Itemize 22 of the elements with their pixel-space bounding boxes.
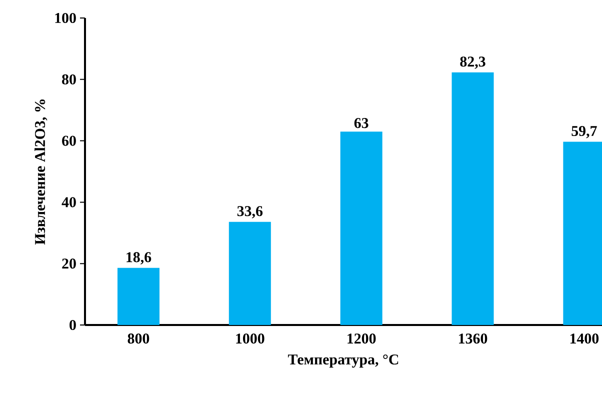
x-tick-label: 1360 (459, 334, 488, 344)
data-label: 82,3 (460, 56, 486, 69)
x-tick-label: 1400 (570, 334, 599, 344)
data-label: 59,7 (572, 126, 597, 138)
x-tick-label: 800 (128, 334, 150, 344)
x-axis-title: Температура, °C (288, 354, 398, 368)
data-label: 33,6 (237, 206, 263, 218)
x-tick-label: 1000 (236, 334, 264, 344)
bar (452, 72, 494, 325)
y-tick-label: 100 (55, 12, 76, 24)
y-tick-label: 40 (62, 197, 76, 208)
y-tick-label: 20 (62, 258, 76, 269)
bar (117, 268, 160, 325)
y-tick-label: 0 (70, 320, 76, 330)
bar (340, 132, 382, 325)
data-label: 18,6 (126, 252, 152, 264)
x-tick-label: 1200 (348, 334, 376, 344)
data-label: 63 (354, 118, 368, 128)
y-tick-label: 60 (62, 136, 76, 146)
y-axis-title: Извлечение Al2O3, % (34, 100, 48, 245)
bar (228, 222, 271, 325)
y-tick-label: 80 (62, 74, 76, 84)
